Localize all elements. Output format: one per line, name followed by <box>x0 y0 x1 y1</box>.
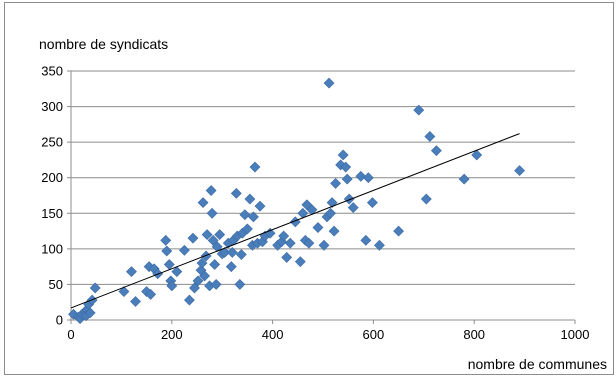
x-tick-label-1000: 1000 <box>561 327 590 342</box>
data-point-19 <box>160 234 172 246</box>
data-point-91 <box>347 202 359 214</box>
data-point-27 <box>187 232 199 244</box>
data-point-16 <box>145 288 157 300</box>
data-point-85 <box>330 177 342 189</box>
data-point-78 <box>312 222 324 233</box>
data-point-90 <box>343 193 355 205</box>
data-points <box>68 77 525 325</box>
gridlines <box>71 70 575 285</box>
data-point-32 <box>197 197 209 209</box>
data-point-33 <box>199 270 210 282</box>
data-point-99 <box>420 193 432 205</box>
data-point-88 <box>340 161 352 173</box>
data-point-95 <box>366 197 378 209</box>
data-point-81 <box>323 77 335 89</box>
x-tick-label-0: 0 <box>67 327 74 342</box>
x-tick-label-800: 800 <box>463 327 485 342</box>
y-tick-label-300: 300 <box>41 99 63 114</box>
data-point-11 <box>118 286 130 297</box>
trendline <box>70 133 520 309</box>
data-point-92 <box>355 170 367 182</box>
data-point-12 <box>126 266 137 278</box>
data-point-23 <box>166 280 178 292</box>
data-point-40 <box>209 259 221 270</box>
data-point-94 <box>362 172 374 184</box>
data-point-13 <box>130 296 141 307</box>
y-tick-label-150: 150 <box>41 206 63 221</box>
data-point-45 <box>219 246 231 258</box>
data-point-56 <box>241 223 253 235</box>
data-point-41 <box>210 279 222 290</box>
data-point-79 <box>318 239 330 251</box>
data-point-57 <box>244 193 256 205</box>
data-point-50 <box>230 187 242 199</box>
data-point-25 <box>178 244 190 256</box>
data-point-76 <box>303 237 315 249</box>
data-point-48 <box>226 246 238 258</box>
y-tick-label-0: 0 <box>56 313 63 328</box>
data-point-35 <box>201 229 213 241</box>
y-tick-label-200: 200 <box>41 170 63 185</box>
data-point-39 <box>207 234 219 246</box>
data-point-31 <box>196 257 208 269</box>
data-point-60 <box>249 161 261 173</box>
data-point-82 <box>325 207 336 219</box>
data-point-62 <box>254 200 266 212</box>
data-point-20 <box>161 245 173 257</box>
data-point-102 <box>458 173 470 185</box>
x-tick-label-400: 400 <box>262 327 284 342</box>
tick-labels: 0 50 100 150 200 250 300 350 0 200 400 600 800 1000 <box>41 64 589 343</box>
data-point-68 <box>278 230 290 242</box>
data-point-10 <box>89 282 101 294</box>
y-tick-label-100: 100 <box>41 241 63 256</box>
x-axis-title: nombre de communes <box>468 356 607 372</box>
data-point-89 <box>341 173 353 185</box>
chart-frame: 0 50 100 150 200 250 300 350 0 200 400 600 800 1000 n… <box>4 2 614 375</box>
x-tick-label-200: 200 <box>161 327 183 342</box>
data-point-59 <box>248 211 259 223</box>
y-tick-label-350: 350 <box>41 64 63 79</box>
data-point-43 <box>214 229 226 241</box>
data-point-29 <box>192 275 204 287</box>
data-point-42 <box>211 241 223 253</box>
data-point-7 <box>84 307 96 319</box>
data-point-97 <box>393 225 405 237</box>
x-tick-label-600: 600 <box>363 327 385 342</box>
y-axis-title: nombre de syndicats <box>39 36 168 52</box>
data-point-47 <box>225 261 237 273</box>
data-point-87 <box>337 149 349 161</box>
data-point-104 <box>514 165 525 177</box>
data-point-52 <box>234 279 246 290</box>
data-point-28 <box>189 282 200 294</box>
data-point-26 <box>184 294 195 306</box>
data-point-93 <box>360 234 372 246</box>
data-point-53 <box>235 249 247 260</box>
data-point-84 <box>328 225 340 237</box>
y-tick-label-50: 50 <box>49 277 63 292</box>
data-point-96 <box>374 239 385 251</box>
y-tick-label-250: 250 <box>41 135 63 150</box>
data-point-38 <box>206 207 218 219</box>
scatter-chart: 0 50 100 150 200 250 300 350 0 200 400 600 800 1000 n… <box>39 36 607 372</box>
trendline-group <box>70 133 520 309</box>
data-point-69 <box>281 251 293 263</box>
data-point-24 <box>171 266 183 278</box>
data-point-70 <box>284 237 296 249</box>
data-point-72 <box>294 256 306 268</box>
data-point-55 <box>239 209 251 221</box>
data-point-103 <box>471 149 483 161</box>
axes <box>67 70 576 324</box>
data-point-37 <box>205 185 217 196</box>
data-point-101 <box>430 145 442 157</box>
data-point-100 <box>424 131 436 142</box>
data-point-98 <box>413 104 425 116</box>
